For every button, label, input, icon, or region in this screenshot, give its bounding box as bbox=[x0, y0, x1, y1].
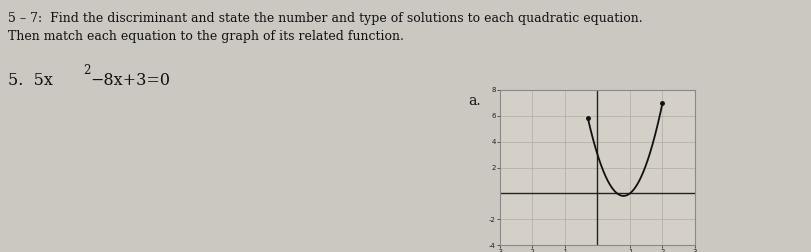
Text: 5 – 7:  Find the discriminant and state the number and type of solutions to each: 5 – 7: Find the discriminant and state t… bbox=[8, 12, 642, 25]
Text: Then match each equation to the graph of its related function.: Then match each equation to the graph of… bbox=[8, 30, 403, 43]
Text: a.: a. bbox=[467, 94, 480, 108]
Text: 5.  5x: 5. 5x bbox=[8, 72, 53, 89]
Text: −8x+3=0: −8x+3=0 bbox=[90, 72, 169, 89]
Text: 2: 2 bbox=[83, 64, 90, 77]
